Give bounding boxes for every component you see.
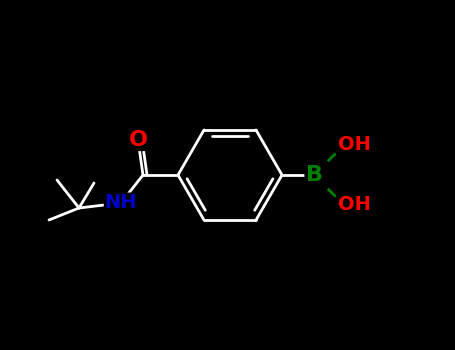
Text: B: B [305, 165, 323, 185]
Text: OH: OH [338, 135, 370, 154]
Text: NH: NH [105, 194, 137, 212]
Text: O: O [128, 130, 147, 150]
Text: OH: OH [338, 196, 370, 215]
